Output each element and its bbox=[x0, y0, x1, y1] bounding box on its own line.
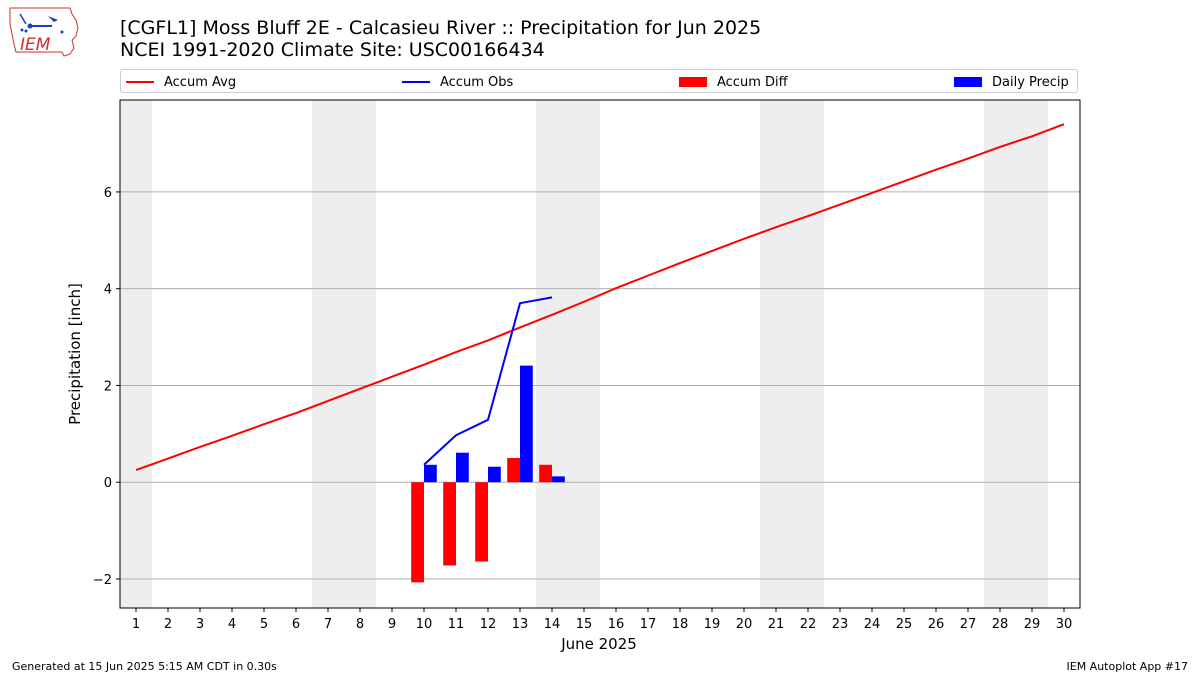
accum-diff-bar bbox=[475, 482, 488, 562]
x-tick-label: 13 bbox=[512, 617, 529, 632]
x-tick-label: 19 bbox=[704, 617, 721, 632]
accum-avg-line bbox=[135, 123, 1065, 472]
weekend-band-3 bbox=[760, 100, 824, 608]
x-tick-label: 14 bbox=[544, 617, 561, 632]
x-tick-label: 26 bbox=[928, 617, 945, 632]
x-tick-label: 4 bbox=[228, 617, 236, 632]
x-tick-label: 5 bbox=[260, 617, 268, 632]
y-tick-label: −2 bbox=[93, 573, 112, 588]
daily-precip-bar bbox=[456, 452, 469, 483]
chart-subtitle: NCEI 1991-2020 Climate Site: USC00166434 bbox=[120, 39, 545, 61]
weekend-band-1 bbox=[312, 100, 376, 608]
daily-precip-bar bbox=[488, 466, 501, 483]
daily-precip-bar bbox=[520, 365, 533, 483]
legend-item-accum-avg: Accum Avg bbox=[126, 74, 236, 90]
iem-logo: IEM bbox=[6, 4, 82, 60]
y-tick-label: 0 bbox=[104, 476, 112, 491]
weekend-band-2 bbox=[536, 100, 600, 608]
legend-label-accum-obs: Accum Obs bbox=[440, 74, 514, 90]
x-tick-label: 28 bbox=[992, 617, 1009, 632]
x-tick-label: 23 bbox=[832, 617, 849, 632]
legend-item-accum-diff: Accum Diff bbox=[679, 74, 788, 90]
y-tick-label: 2 bbox=[104, 379, 112, 394]
x-tick-label: 8 bbox=[356, 617, 364, 632]
x-tick-label: 11 bbox=[448, 617, 465, 632]
legend-label-accum-diff: Accum Diff bbox=[717, 74, 788, 90]
legend-label-daily-precip: Daily Precip bbox=[992, 74, 1069, 90]
x-tick-label: 12 bbox=[480, 617, 497, 632]
x-tick-label: 25 bbox=[896, 617, 913, 632]
x-axis-label: June 2025 bbox=[560, 635, 637, 653]
x-tick-label: 3 bbox=[196, 617, 204, 632]
accum-obs-line bbox=[423, 296, 553, 466]
x-tick-label: 9 bbox=[388, 617, 396, 632]
x-tick-label: 7 bbox=[324, 617, 332, 632]
legend-swatch-accum-avg bbox=[126, 81, 154, 83]
grid-lines bbox=[120, 191, 1080, 580]
legend-swatch-daily-precip bbox=[954, 77, 982, 87]
legend-item-accum-obs: Accum Obs bbox=[402, 74, 513, 90]
x-tick-label: 15 bbox=[576, 617, 593, 632]
x-tick-label: 29 bbox=[1024, 617, 1041, 632]
x-tick-label: 21 bbox=[768, 617, 785, 632]
legend-label-accum-avg: Accum Avg bbox=[164, 74, 237, 90]
footer-app: IEM Autoplot App #17 bbox=[1066, 660, 1189, 673]
chart-legend: Accum Avg Accum Obs Accum Diff Daily Pre… bbox=[120, 69, 1078, 93]
accum-diff-bar bbox=[539, 464, 552, 483]
x-tick-label: 10 bbox=[416, 617, 433, 632]
footer-generated: Generated at 15 Jun 2025 5:15 AM CDT in … bbox=[12, 660, 277, 673]
weekend-shading bbox=[120, 100, 1048, 608]
x-tick-label: 22 bbox=[800, 617, 817, 632]
lines-layer bbox=[135, 123, 1065, 472]
legend-swatch-accum-diff bbox=[679, 77, 707, 87]
weekend-band-0 bbox=[120, 100, 152, 608]
x-tick-label: 17 bbox=[640, 617, 657, 632]
accum-diff-bar bbox=[411, 482, 424, 583]
chart-title: [CGFL1] Moss Bluff 2E - Calcasieu River … bbox=[120, 17, 762, 39]
x-tick-label: 20 bbox=[736, 617, 753, 632]
x-tick-label: 18 bbox=[672, 617, 689, 632]
x-tick-label: 16 bbox=[608, 617, 625, 632]
y-axis-label: Precipitation [inch] bbox=[66, 283, 84, 425]
plot-frame bbox=[119, 99, 1081, 609]
daily-precip-bar bbox=[552, 476, 565, 483]
y-tick-label: 6 bbox=[104, 186, 112, 201]
x-tick-label: 27 bbox=[960, 617, 977, 632]
weekend-band-4 bbox=[984, 100, 1048, 608]
x-tick-label: 6 bbox=[292, 617, 300, 632]
daily-precip-bar bbox=[424, 464, 437, 483]
y-tick-label: 4 bbox=[104, 283, 112, 298]
x-tick-label: 2 bbox=[164, 617, 172, 632]
legend-swatch-accum-obs bbox=[402, 81, 430, 83]
legend-item-daily-precip: Daily Precip bbox=[954, 74, 1069, 90]
accum-diff-bar bbox=[443, 482, 456, 566]
accum-diff-bar bbox=[507, 458, 520, 483]
x-tick-label: 24 bbox=[864, 617, 881, 632]
x-tick-label: 1 bbox=[132, 617, 140, 632]
logo-text: IEM bbox=[20, 35, 51, 55]
bars-layer bbox=[411, 365, 565, 583]
x-tick-label: 30 bbox=[1056, 617, 1073, 632]
